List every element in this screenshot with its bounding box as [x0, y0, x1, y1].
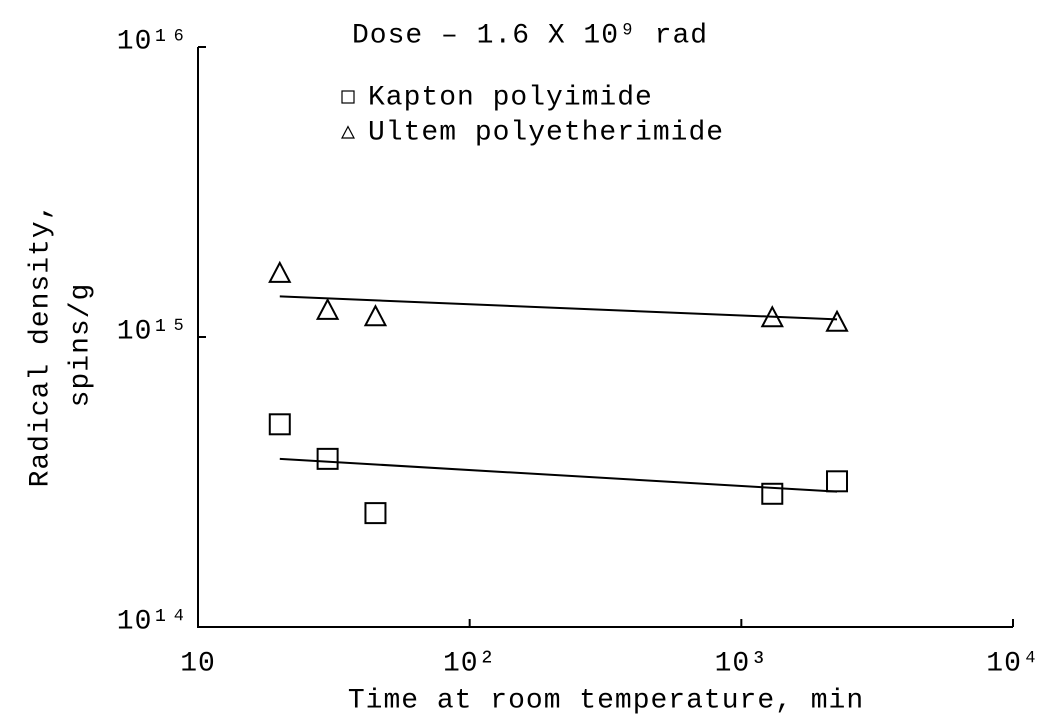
data-point [760, 305, 784, 328]
y-axis-label: spins/g [65, 283, 96, 408]
data-point [268, 413, 291, 436]
data-point [268, 260, 292, 283]
data-point [364, 502, 387, 525]
x-tick-label: 10³ [715, 648, 768, 679]
x-tick-label: 10 [180, 648, 216, 679]
x-tick-label: 10² [443, 648, 496, 679]
fit-line [279, 457, 838, 493]
data-point [825, 309, 849, 332]
legend-label: Kapton polyimide [368, 82, 653, 113]
data-point [363, 304, 388, 327]
chart-title: Dose – 1.6 X 10⁹ rad [352, 20, 708, 51]
fit-line [279, 295, 838, 321]
x-axis-label: Time at room temperature, min [348, 685, 864, 716]
data-point [316, 447, 339, 470]
data-point [761, 482, 784, 505]
y-tick-label: 10¹⁶ [117, 26, 188, 57]
legend-marker [341, 125, 355, 139]
data-point [826, 470, 849, 493]
legend-marker [341, 90, 355, 104]
y-tick-label: 10¹⁵ [117, 316, 188, 347]
x-tick-label: 10⁴ [986, 648, 1039, 679]
y-tick-label: 10¹⁴ [117, 606, 188, 637]
y-axis-label: Radical density, [25, 203, 56, 488]
data-point [315, 297, 340, 320]
legend-label: Ultem polyetherimide [368, 117, 724, 148]
